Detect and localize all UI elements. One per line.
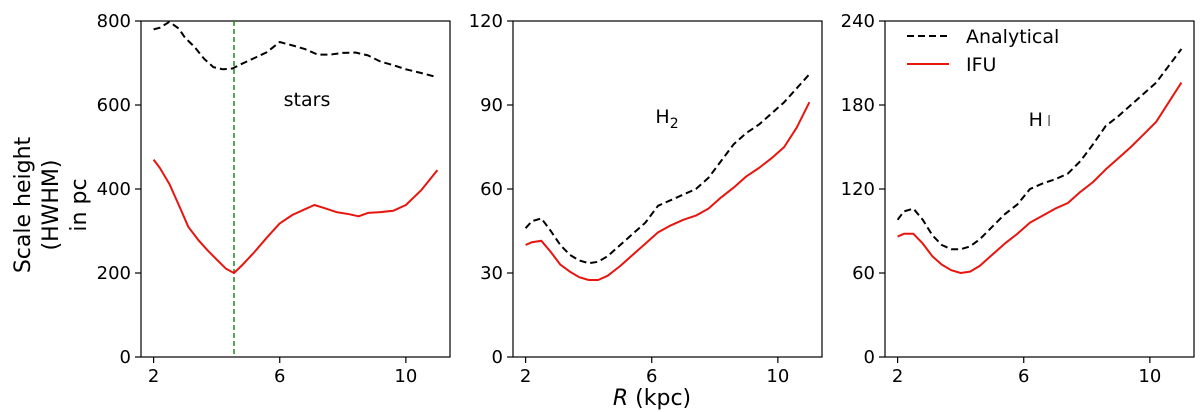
y-tick-label: 60	[480, 179, 503, 200]
y-tick-label: 0	[492, 347, 503, 368]
y-axis-title: Scale height (HWHM) in pc	[11, 136, 92, 273]
series-line-ifu	[525, 101, 811, 281]
y-axis-title-line-2: (HWHM)	[39, 160, 64, 251]
x-tick-label: 10	[394, 366, 417, 387]
x-tick-label: 10	[1138, 366, 1161, 387]
legend: Analytical IFU	[907, 26, 1059, 76]
y-tick-label: 200	[97, 263, 131, 284]
x-axis-title-unit: (kpc)	[628, 386, 691, 411]
y-tick-label: 30	[480, 263, 503, 284]
annotation-subscript: 2	[670, 116, 679, 132]
y-tick-label: 60	[852, 263, 875, 284]
y-tick-label: 0	[864, 347, 875, 368]
y-axis-title-line-1: Scale height	[11, 136, 36, 273]
y-tick-label: 240	[841, 11, 875, 32]
plot-frame	[140, 20, 451, 358]
panel-1: 2 6 10 0 200 400 600 800 stars	[97, 11, 451, 387]
x-tick-label: 2	[148, 366, 159, 387]
y-tick-label: 800	[97, 11, 131, 32]
plot-frame	[884, 20, 1195, 358]
series-line-analytical	[896, 48, 1183, 251]
x-tick-label: 6	[646, 366, 657, 387]
y-tick-label: 180	[841, 95, 875, 116]
x-tick-label: 6	[274, 366, 285, 387]
x-tick-label: 2	[892, 366, 903, 387]
y-tick-label: 120	[841, 179, 875, 200]
legend-label-analytical: Analytical	[966, 26, 1059, 48]
panel-annotation: stars	[284, 89, 331, 111]
y-tick-label: 400	[97, 179, 131, 200]
y-axis-title-line-3: in pc	[67, 178, 92, 231]
y-tick-label: 600	[97, 95, 131, 116]
series-line-ifu	[152, 159, 439, 274]
x-axis-title-variable: R	[613, 386, 628, 411]
y-tick-label: 120	[469, 11, 503, 32]
plot-frame	[512, 20, 823, 358]
annotation-subscript: I	[1047, 112, 1051, 130]
panel-annotation: H2	[655, 106, 678, 132]
series-line-analytical	[153, 20, 438, 79]
x-tick-label: 10	[766, 366, 789, 387]
y-tick-label: 90	[480, 95, 503, 116]
y-tick-label: 0	[120, 347, 131, 368]
annotation-base: H	[655, 106, 669, 128]
x-tick-label: 6	[1018, 366, 1029, 387]
x-tick-label: 2	[520, 366, 531, 387]
panel-3: 2 6 10 0 60 120 180 240 H I	[841, 11, 1195, 387]
series-line-ifu	[897, 82, 1183, 274]
series-line-analytical	[524, 73, 811, 265]
annotation-base: H	[1029, 109, 1043, 131]
legend-label-ifu: IFU	[966, 54, 996, 76]
x-axis-title: R (kpc)	[613, 386, 691, 411]
